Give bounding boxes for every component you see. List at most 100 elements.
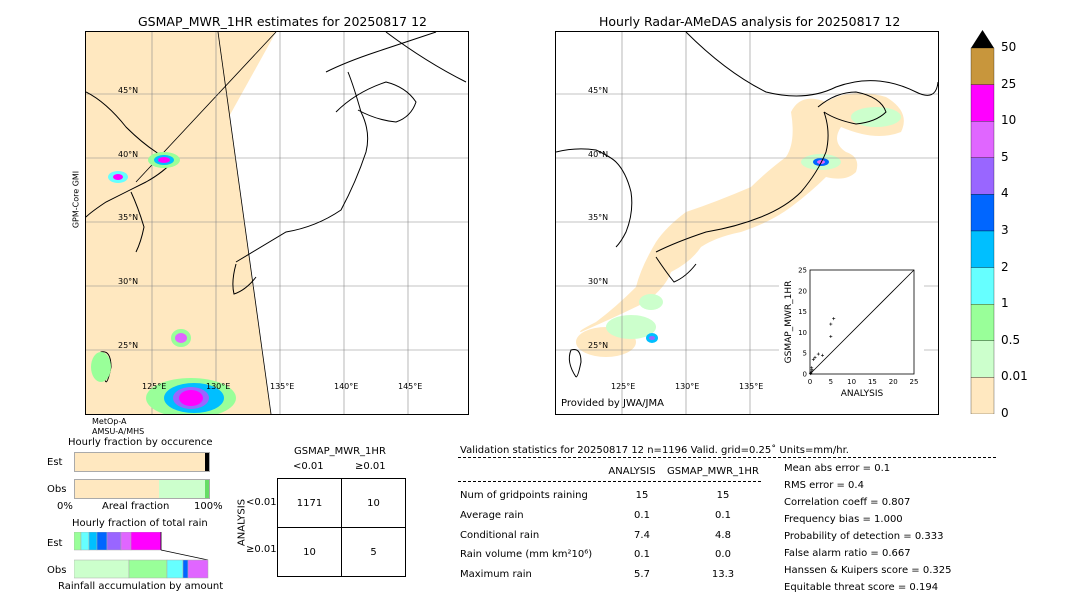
- scatter-y-tick: 0: [803, 371, 807, 379]
- left-lon-145: 145°E: [398, 382, 423, 391]
- val-row-2-gsmap: 4.8: [715, 530, 731, 541]
- score-2: Correlation coeff = 0.807: [784, 497, 911, 508]
- scatter-y-tick: 15: [798, 308, 807, 316]
- cont-row-lt: <0.01: [246, 497, 277, 508]
- tot-bars: [74, 532, 209, 579]
- val-row-1-label: Average rain: [460, 510, 524, 521]
- occ-x-100: 100%: [194, 501, 223, 512]
- cont-col-lt: <0.01: [293, 461, 324, 472]
- occ-obs-bar: [74, 479, 210, 499]
- val-row-4-analysis: 5.7: [634, 569, 650, 580]
- left-sensor-side: GPM-Core GMI: [71, 170, 81, 229]
- left-lat-40: 40°N: [118, 150, 139, 159]
- scatter-y-tick: 10: [798, 329, 807, 337]
- scatter-plot: 00 5 5 10 10 15 15 20 20 25 25 ANALYSIS GSMAP_MWR_1H…: [784, 267, 919, 400]
- left-lat-30: 30°N: [118, 277, 139, 286]
- colorbar-swatch: [970, 377, 995, 415]
- colorbar-tick-label: 4: [1001, 186, 1009, 201]
- score-6: Hanssen & Kuipers score = 0.325: [784, 565, 952, 576]
- scatter-point: [810, 368, 814, 372]
- colorbar-swatch: [970, 304, 995, 341]
- left-lon-140: 140°E: [334, 382, 359, 391]
- scatter-point: [813, 355, 817, 359]
- colorbar-swatch: [970, 157, 995, 195]
- val-row-0-gsmap: 15: [716, 490, 730, 501]
- scatter-point: [811, 357, 815, 361]
- colorbar-tick-label: 0: [1001, 406, 1009, 420]
- scatter-y-tick: 20: [798, 287, 807, 295]
- scatter-xlabel: ANALYSIS: [841, 389, 884, 399]
- occ-x-0: 0%: [57, 501, 73, 512]
- right-lon-130: 130°E: [675, 382, 700, 391]
- colorbar-swatch: [970, 84, 995, 122]
- score-4: Probability of detection = 0.333: [784, 531, 944, 542]
- colorbar-tick-label: 1: [1001, 296, 1009, 311]
- val-col-gsmap: GSMAP_MWR_1HR: [667, 466, 759, 477]
- val-col-analysis: ANALYSIS: [608, 466, 656, 477]
- scatter-x-tick: 20: [889, 378, 898, 386]
- scatter-point: [809, 372, 813, 376]
- tot-obs-label: Obs: [47, 565, 67, 576]
- right-lat-35: 35°N: [588, 213, 609, 222]
- left-map: [85, 31, 469, 415]
- score-7: Equitable threat score = 0.194: [784, 582, 939, 593]
- cont-cell-11: 1171: [277, 478, 342, 528]
- left-lat-25: 25°N: [118, 341, 139, 350]
- left-lat-35: 35°N: [118, 213, 139, 222]
- colorbar-over-arrow: [971, 30, 994, 48]
- colorbar-tick-label: 25: [1001, 76, 1017, 91]
- score-3: Frequency bias = 1.000: [784, 514, 903, 525]
- colorbar-swatch: [970, 194, 995, 232]
- scatter-x-tick: 5: [829, 378, 833, 386]
- val-row-2-analysis: 7.4: [634, 530, 650, 541]
- left-lon-135: 135°E: [270, 382, 295, 391]
- contingency-table: 1171 10 10 5: [277, 478, 406, 577]
- provided-by-label: Provided by JWA/JMA: [561, 398, 664, 409]
- scatter-point: [809, 370, 813, 374]
- scatter-point: [829, 322, 833, 326]
- occ-obs-label: Obs: [47, 484, 67, 495]
- scatter-point: [832, 317, 836, 321]
- right-map-title: Hourly Radar-AMeDAS analysis for 2025081…: [599, 14, 901, 29]
- validation-divider: [458, 457, 996, 458]
- scatter-point: [820, 353, 824, 357]
- scatter-x-tick: 10: [847, 378, 856, 386]
- val-row-3-analysis: 0.1: [634, 549, 650, 560]
- occ-title: Hourly fraction by occurence: [68, 437, 213, 448]
- score-5: False alarm ratio = 0.667: [784, 548, 911, 559]
- val-row-0-analysis: 15: [635, 490, 649, 501]
- occ-est-bar: [74, 452, 210, 472]
- colorbar-tick-label: 0.5: [1001, 332, 1021, 347]
- val-row-1-analysis: 0.1: [634, 510, 650, 521]
- left-lat-45: 45°N: [118, 86, 139, 95]
- right-lat-25: 25°N: [588, 341, 609, 350]
- validation-header: Validation statistics for 20250817 12 n=…: [460, 445, 849, 456]
- cont-row-ge: ≥0.01: [246, 544, 277, 555]
- right-lon-135: 135°E: [739, 382, 764, 391]
- left-lon-130: 130°E: [206, 382, 231, 391]
- scatter-x-tick: 25: [910, 378, 919, 386]
- occ-xlabel: Areal fraction: [102, 501, 170, 512]
- tot-obs-bar: [74, 559, 209, 579]
- score-1: RMS error = 0.4: [784, 480, 864, 491]
- colorbar-tick-label: 5: [1001, 149, 1009, 164]
- cont-col-ge: ≥0.01: [355, 461, 386, 472]
- val-row-3-label: Rain volume (mm km²10⁶): [460, 549, 593, 560]
- colorbar-canvas: [970, 30, 995, 415]
- tot-title: Hourly fraction of total rain: [72, 518, 208, 529]
- cont-cell-21: 10: [277, 527, 342, 577]
- colorbar-swatch: [970, 340, 995, 378]
- scatter-x-tick: 15: [868, 378, 877, 386]
- left-map-canvas: [86, 32, 468, 414]
- val-row-3-gsmap: 0.0: [715, 549, 731, 560]
- right-lat-45: 45°N: [588, 86, 609, 95]
- val-row-2-label: Conditional rain: [460, 530, 540, 541]
- colorbar-swatch: [970, 230, 995, 268]
- scatter-point: [829, 335, 833, 339]
- colorbar: [970, 30, 995, 415]
- right-map-canvas: [556, 32, 938, 414]
- left-lon-125: 125°E: [142, 382, 167, 391]
- scatter-point: [810, 366, 814, 370]
- scatter-point: [816, 352, 820, 356]
- scatter-x-tick: 0: [808, 378, 812, 386]
